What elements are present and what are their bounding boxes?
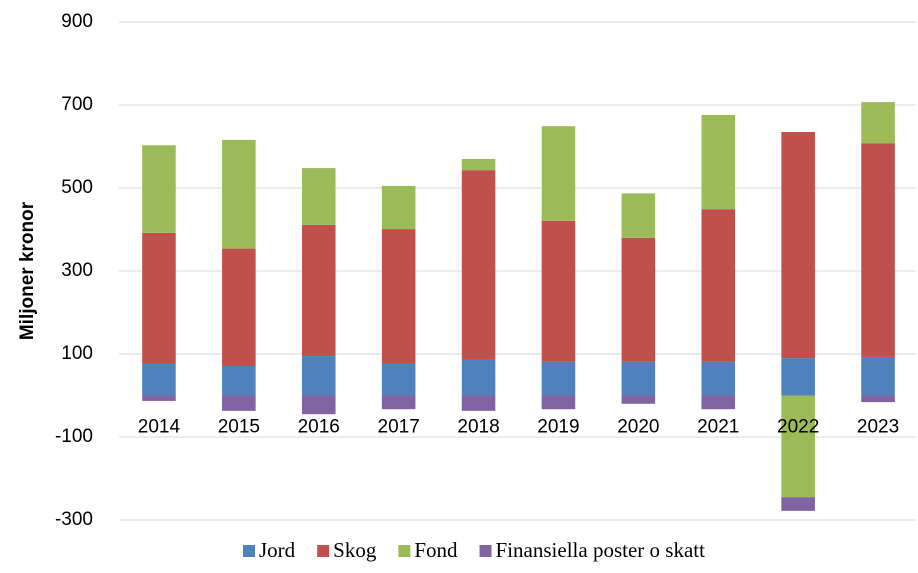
y-tick-label: 500 — [61, 177, 93, 198]
bar-segment — [301, 168, 336, 225]
bar-segment — [461, 158, 496, 171]
bar-segment — [461, 358, 496, 396]
bar-segment — [461, 170, 496, 359]
y-tick-label: 900 — [61, 11, 93, 32]
bar-segment — [142, 395, 176, 401]
legend-swatch — [398, 545, 411, 557]
legend-label: Skog — [333, 538, 377, 562]
x-tick-label: 2023 — [857, 417, 899, 438]
x-tick-label: 2017 — [378, 417, 420, 438]
x-tick-label: 2016 — [298, 417, 340, 438]
legend-swatch — [243, 545, 255, 557]
bar-segment — [621, 193, 656, 238]
bar-segment — [301, 356, 336, 396]
bar-segment — [701, 114, 736, 210]
legend-swatch — [479, 545, 492, 557]
bar-segment — [381, 185, 416, 230]
y-axis-label: Miljoner kronor — [17, 201, 38, 340]
x-tick-label: 2014 — [138, 417, 181, 438]
y-tick-label: 100 — [61, 343, 93, 364]
bar-segment — [461, 395, 496, 411]
x-tick-label: 2015 — [218, 417, 260, 438]
bar-segment — [701, 395, 736, 410]
x-tick-label: 2021 — [697, 417, 739, 438]
bar-segment — [301, 395, 336, 415]
bar-segment — [861, 102, 895, 144]
bar-segment — [701, 361, 736, 396]
bar-segment — [222, 395, 256, 411]
bar-segment — [701, 209, 736, 362]
legend-label: Finansiella poster o skatt — [496, 538, 706, 562]
x-tick-label: 2018 — [457, 417, 499, 438]
x-tick-label: 2019 — [537, 417, 579, 438]
y-tick-label: -300 — [55, 509, 93, 530]
y-tick-label: 700 — [61, 94, 93, 115]
legend-label: Fond — [414, 538, 458, 562]
bar-segment — [222, 366, 256, 396]
bar-segment — [781, 497, 815, 511]
bar-segment — [861, 395, 895, 403]
bar-segment — [142, 145, 176, 233]
y-tick-label: -100 — [55, 426, 93, 447]
bar-segment — [541, 361, 576, 396]
bar-segment — [621, 361, 656, 396]
bar-segment — [541, 220, 576, 362]
bar-segment — [142, 363, 176, 396]
bar-segment — [381, 363, 416, 396]
bar-segment — [781, 131, 815, 359]
x-tick-label: 2020 — [617, 417, 659, 438]
bar-segment — [781, 358, 815, 396]
bar-segment — [381, 229, 416, 364]
bar-segment — [541, 126, 576, 221]
bar-segment — [222, 139, 256, 249]
bar-segment — [621, 395, 656, 404]
legend-label: Jord — [259, 538, 296, 562]
bar-segment — [861, 143, 895, 357]
bar-segment — [142, 232, 176, 364]
bar-segment — [861, 356, 895, 396]
legend-swatch — [317, 545, 330, 557]
bar-segment — [781, 395, 815, 498]
x-tick-label: 2022 — [777, 417, 819, 438]
y-tick-label: 300 — [61, 260, 93, 281]
bar-segment — [222, 248, 256, 367]
bar-segment — [301, 224, 336, 357]
bar-segment — [381, 395, 416, 410]
bar-segment — [621, 237, 656, 362]
bar-segment — [541, 395, 576, 410]
